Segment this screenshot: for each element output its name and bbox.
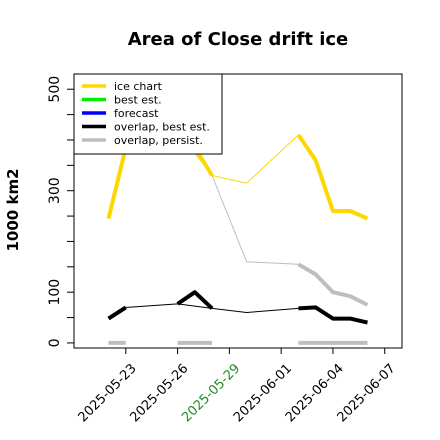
chart-title: Area of Close drift ice: [128, 29, 349, 50]
legend-label-ice-chart: ice chart: [114, 80, 163, 93]
legend-label-forecast: forecast: [114, 107, 159, 120]
y-tick-label-500: 500: [47, 76, 63, 103]
series-layer: [106, 129, 369, 345]
y-tick-label-100: 100: [47, 279, 63, 306]
series-line-overlap-persist--9: [211, 175, 299, 265]
series-line-ice-chart-0: [106, 147, 128, 220]
y-axis-label: 1000 km2: [4, 168, 22, 251]
series-line-overlap-persist--8: [297, 262, 369, 307]
series-line-overlap-best-est--6: [298, 305, 368, 325]
legend-label-best-est-: best est.: [114, 94, 162, 107]
series-line-ice-chart-2: [296, 133, 369, 221]
x-axis: 2025-05-232025-05-262025-05-292025-06-01…: [76, 348, 399, 425]
legend-label-overlap-persist-: overlap, persist.: [114, 134, 203, 147]
y-tick-label-0: 0: [47, 338, 63, 347]
series-line-overlap-best-est--5: [176, 290, 214, 310]
series-line-overlap-best-est--4: [107, 305, 127, 321]
plot-frame: [73, 73, 403, 349]
legend-label-overlap-best-est-: overlap, best est.: [114, 121, 210, 134]
y-axis: 0 100 300 500: [47, 76, 74, 347]
y-tick-label-300: 300: [47, 177, 63, 204]
